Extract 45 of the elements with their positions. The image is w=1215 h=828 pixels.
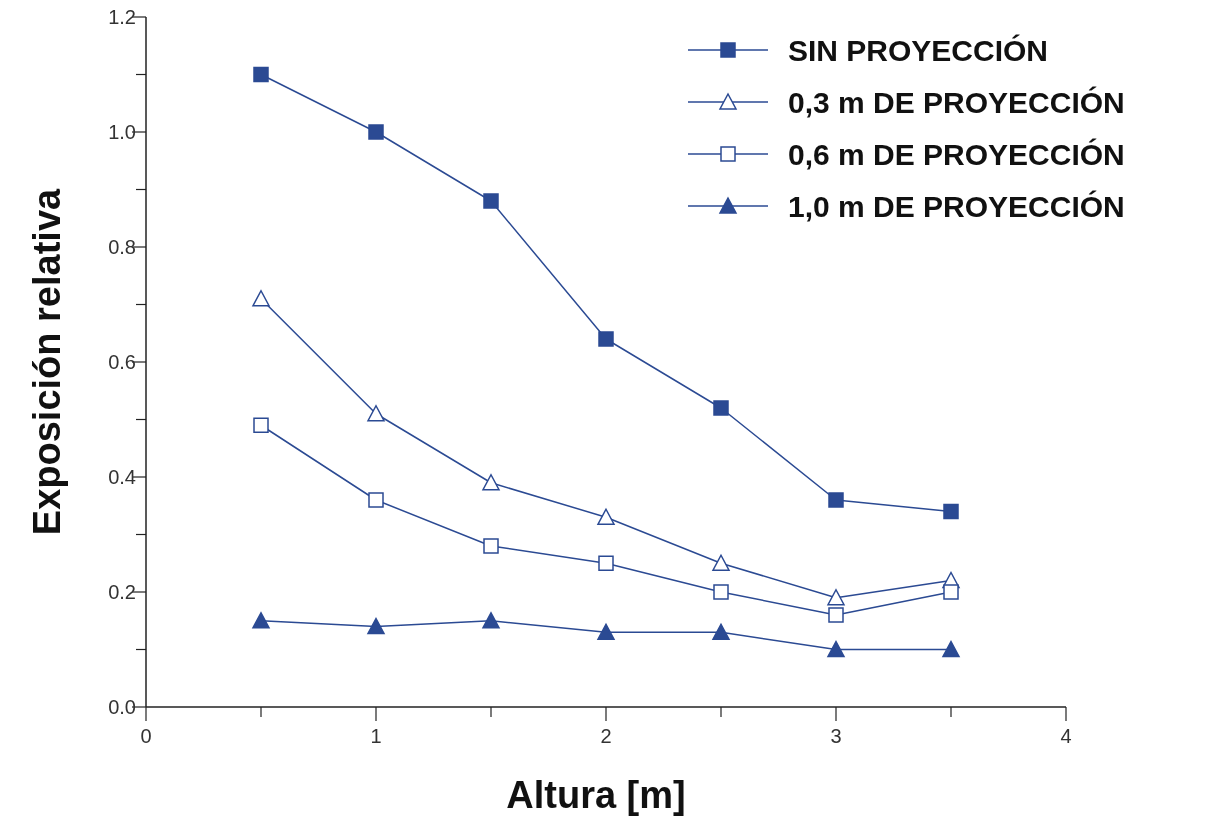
- legend-label: 1,0 m DE PROYECCIÓN: [788, 190, 1125, 223]
- legend-label: 0,6 m DE PROYECCIÓN: [788, 138, 1125, 171]
- point: [827, 640, 845, 658]
- point: [597, 508, 615, 525]
- x-axis-title: Altura [m]: [506, 774, 686, 816]
- legend-label: 0,3 m DE PROYECCIÓN: [788, 86, 1125, 119]
- point: [713, 584, 729, 600]
- point: [827, 589, 845, 606]
- point: [368, 492, 384, 508]
- point: [828, 492, 844, 508]
- legend-label: SIN PROYECCIÓN: [788, 34, 1049, 67]
- x-tick-label: 3: [830, 725, 842, 747]
- y-axis-title: Exposición relativa: [26, 187, 68, 536]
- point: [943, 584, 959, 600]
- point: [252, 612, 270, 629]
- point: [828, 607, 844, 623]
- point: [482, 474, 500, 491]
- point: [712, 623, 730, 640]
- point: [482, 612, 500, 629]
- point: [712, 554, 730, 571]
- x-tick-label: 0: [140, 725, 152, 747]
- x-tick-label: 2: [600, 725, 612, 747]
- y-tick-label: 0.0: [108, 696, 136, 718]
- x-tick-label: 1: [370, 725, 382, 747]
- y-tick-label: 0.8: [108, 236, 136, 258]
- y-tick-label: 1.0: [108, 121, 136, 143]
- y-tick-label: 0.6: [108, 351, 136, 373]
- point: [252, 290, 270, 307]
- point: [367, 617, 385, 635]
- point: [713, 400, 729, 416]
- y-tick-label: 0.2: [108, 581, 136, 603]
- point: [368, 124, 384, 140]
- point: [943, 503, 959, 520]
- point: [598, 555, 614, 571]
- point: [483, 193, 499, 209]
- x-tick-label: 4: [1060, 725, 1072, 747]
- y-tick-label: 1.2: [108, 6, 136, 28]
- point: [253, 417, 269, 433]
- point: [253, 66, 269, 83]
- point: [942, 640, 960, 658]
- point: [598, 331, 614, 347]
- point: [483, 538, 499, 554]
- point: [367, 405, 385, 422]
- y-tick-label: 0.4: [108, 466, 136, 488]
- point: [597, 623, 615, 640]
